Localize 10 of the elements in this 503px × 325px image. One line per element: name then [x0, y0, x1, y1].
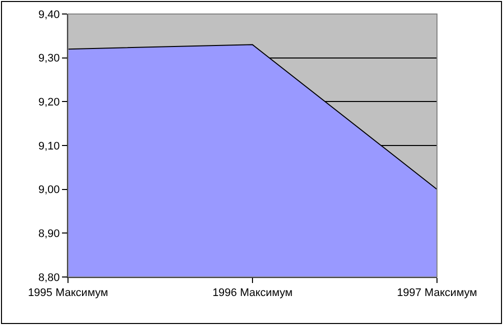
x-tick-label: 1995 Максимум	[28, 287, 108, 300]
x-tick-label: 1996 Максимум	[212, 287, 293, 300]
x-tick-label: 1997 Максимум	[396, 287, 478, 300]
y-tick-label: 8,80	[38, 272, 60, 284]
y-tick-label: 9,40	[38, 8, 60, 21]
y-tick-label: 8,90	[38, 228, 60, 240]
y-tick-label: 9,30	[38, 52, 60, 65]
y-tick-label: 9,10	[38, 140, 60, 152]
y-tick-label: 9,20	[38, 96, 60, 109]
y-tick-label: 9,00	[38, 184, 60, 196]
